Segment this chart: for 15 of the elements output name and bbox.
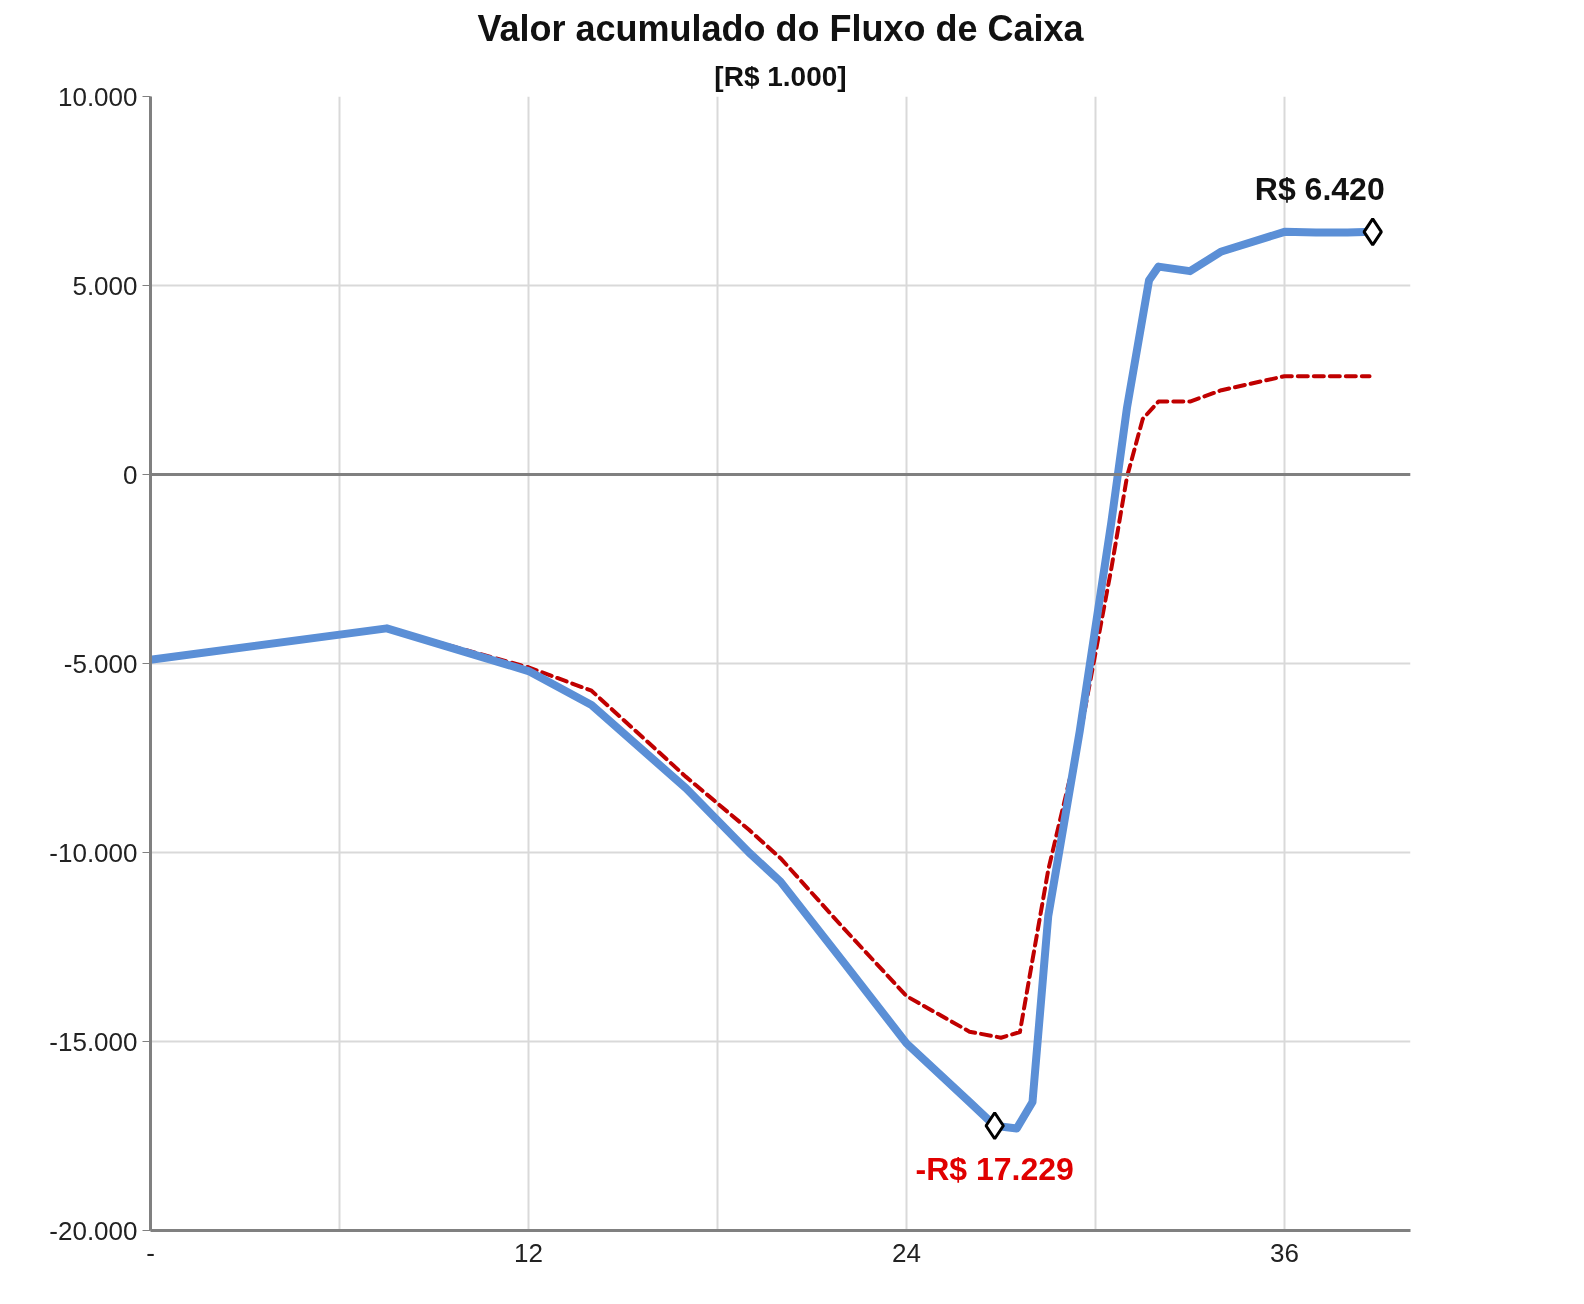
- y-tick-label: -20.000: [49, 1215, 138, 1246]
- y-tick-label: -10.000: [49, 837, 138, 868]
- data-label: -R$ 17.229: [915, 1150, 1074, 1187]
- y-tick-label: 10.000: [57, 81, 138, 112]
- x-tick-label: 36: [1270, 1237, 1299, 1268]
- chart-title: Valor acumulado do Fluxo de Caixa: [477, 7, 1085, 49]
- y-tick-label: -5.000: [63, 648, 138, 679]
- x-tick-label: -: [146, 1237, 155, 1268]
- y-tick-label: 0: [123, 459, 138, 490]
- x-tick-label: 12: [514, 1237, 543, 1268]
- y-tick-label: 5.000: [72, 270, 138, 301]
- y-tick-label: -15.000: [49, 1026, 138, 1057]
- chart-subtitle: [R$ 1.000]: [714, 60, 847, 92]
- data-label: R$ 6.420: [1254, 170, 1385, 207]
- x-tick-label: 24: [892, 1237, 921, 1268]
